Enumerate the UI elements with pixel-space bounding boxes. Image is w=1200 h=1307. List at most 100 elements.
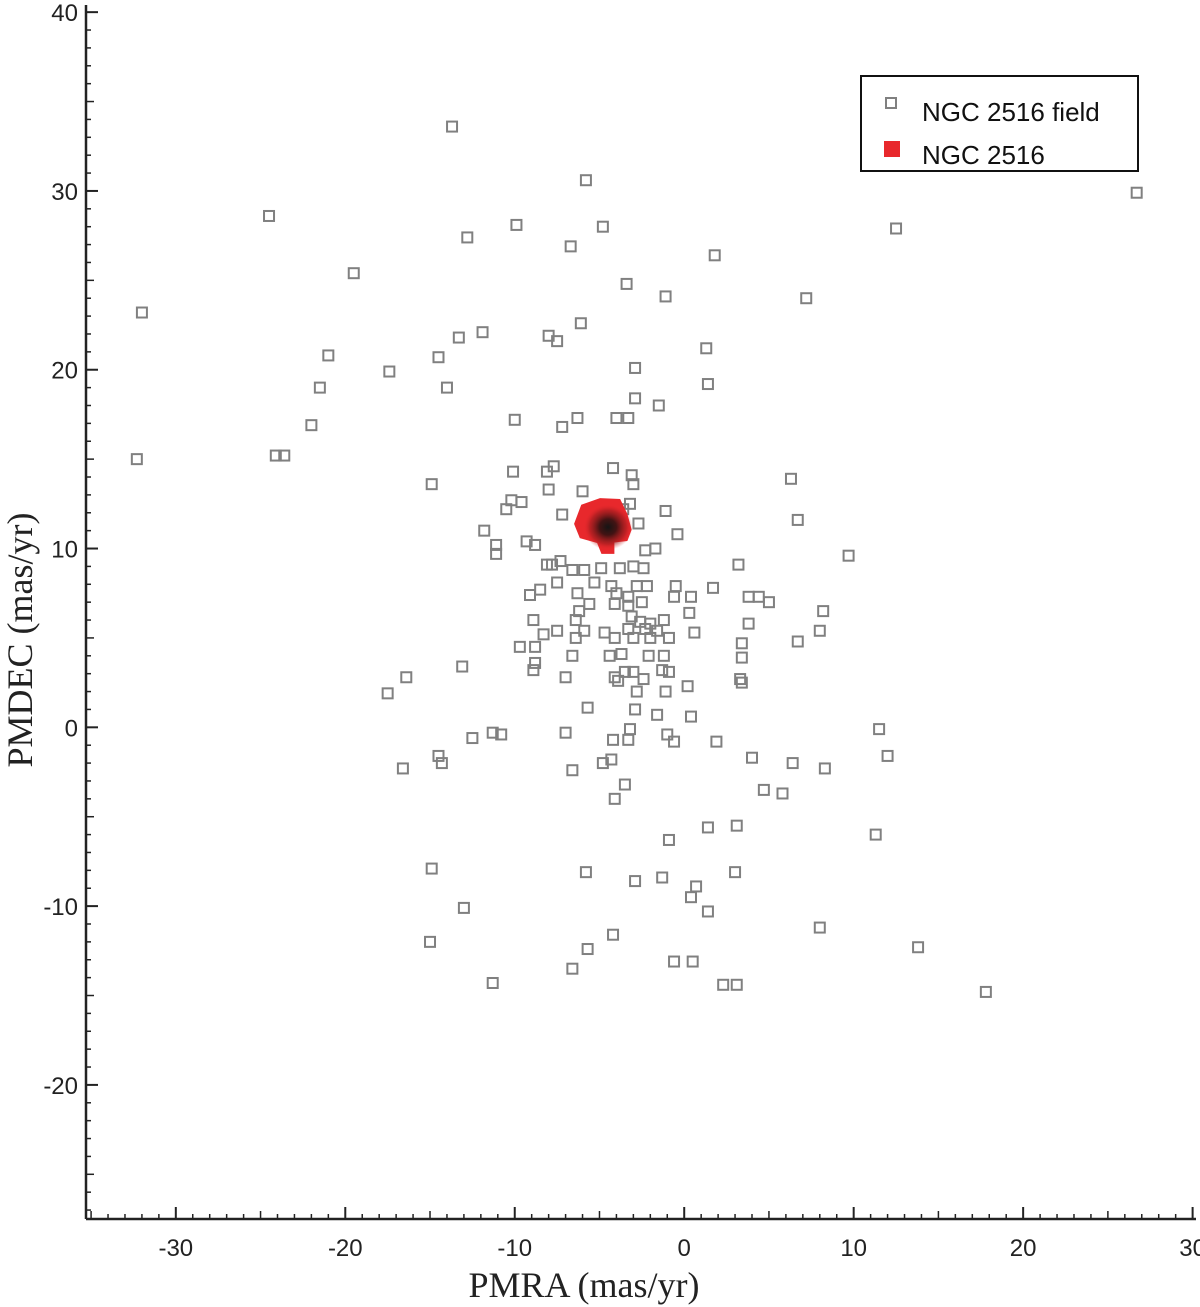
field-point — [269, 449, 282, 462]
field-point — [651, 708, 664, 721]
field-point — [566, 563, 579, 576]
field-point — [322, 349, 335, 362]
field-point — [730, 819, 743, 832]
y-tick-label: 0 — [65, 715, 78, 742]
field-point — [435, 757, 448, 770]
cluster-series — [574, 498, 633, 554]
field-point — [130, 453, 143, 466]
field-point — [490, 538, 503, 551]
field-point — [881, 749, 894, 762]
field-point — [656, 871, 669, 884]
field-point — [278, 449, 291, 462]
field-point — [529, 656, 542, 669]
field-point — [554, 555, 567, 568]
field-point — [1130, 186, 1143, 199]
field-point — [613, 562, 626, 575]
field-point — [681, 680, 694, 693]
field-point — [607, 733, 620, 746]
field-point — [735, 676, 748, 689]
field-point — [659, 685, 672, 698]
x-tick-label: 30 — [1179, 1235, 1200, 1262]
field-point — [701, 378, 714, 391]
field-point — [683, 606, 696, 619]
field-point — [527, 664, 540, 677]
field-point — [440, 381, 453, 394]
legend-field-marker — [885, 97, 897, 109]
field-point — [684, 891, 697, 904]
field-point — [757, 783, 770, 796]
field-point — [605, 753, 618, 766]
field-point — [520, 535, 533, 548]
x-tick-label: -30 — [158, 1235, 193, 1262]
field-point — [746, 751, 758, 764]
field-point — [578, 624, 591, 637]
field-point — [662, 665, 675, 678]
field-point — [456, 660, 469, 673]
field-point — [608, 597, 621, 610]
field-point — [135, 306, 148, 319]
field-point — [495, 728, 508, 741]
field-point — [507, 465, 520, 478]
legend-field-label: NGC 2516 field — [922, 97, 1100, 127]
field-point — [629, 392, 642, 405]
field-point — [701, 821, 714, 834]
field-point — [527, 614, 540, 627]
field-point — [610, 412, 623, 425]
field-point — [461, 231, 474, 244]
field-point — [668, 955, 681, 968]
field-point — [537, 628, 550, 641]
y-tick-label: -20 — [43, 1073, 78, 1100]
field-point — [490, 547, 503, 560]
field-point — [446, 120, 459, 133]
field-point — [500, 503, 513, 516]
field-point — [551, 576, 564, 589]
field-point — [579, 866, 592, 879]
x-tick-label: 10 — [840, 1235, 867, 1262]
field-point — [559, 726, 572, 739]
field-point — [566, 764, 579, 777]
field-point — [424, 935, 437, 948]
field-point — [661, 728, 674, 741]
field-point — [622, 412, 635, 425]
field-point — [607, 928, 620, 941]
field-point — [596, 757, 609, 770]
field-point — [569, 631, 582, 644]
field-point — [659, 504, 672, 517]
field-point — [817, 605, 830, 618]
field-point — [574, 317, 587, 330]
field-point — [305, 419, 318, 432]
field-point — [486, 976, 499, 989]
field-point — [432, 351, 445, 364]
field-point — [701, 905, 714, 918]
field-point — [476, 326, 489, 339]
field-point — [842, 549, 855, 562]
y-tick-label: 30 — [51, 179, 78, 206]
field-point — [662, 631, 675, 644]
field-point — [717, 978, 730, 991]
field-point — [347, 267, 360, 280]
field-point — [588, 576, 601, 589]
field-point — [629, 361, 642, 374]
y-tick-label: 10 — [51, 537, 78, 564]
field-point — [546, 558, 559, 571]
field-point — [813, 921, 826, 934]
field-point — [732, 558, 745, 571]
field-point — [800, 292, 813, 305]
field-point — [569, 614, 582, 627]
field-point — [551, 335, 564, 348]
field-point — [566, 649, 579, 662]
field-point — [595, 562, 608, 575]
field-point — [381, 687, 394, 700]
field-point — [596, 220, 609, 233]
field-point — [425, 478, 438, 491]
y-tick-label: 20 — [51, 358, 78, 385]
field-point — [629, 875, 642, 888]
field-point — [529, 538, 542, 551]
field-point — [559, 671, 572, 684]
field-point — [603, 649, 616, 662]
y-tick-label: 40 — [51, 0, 78, 27]
field-point — [513, 640, 526, 653]
field-point — [396, 762, 409, 775]
